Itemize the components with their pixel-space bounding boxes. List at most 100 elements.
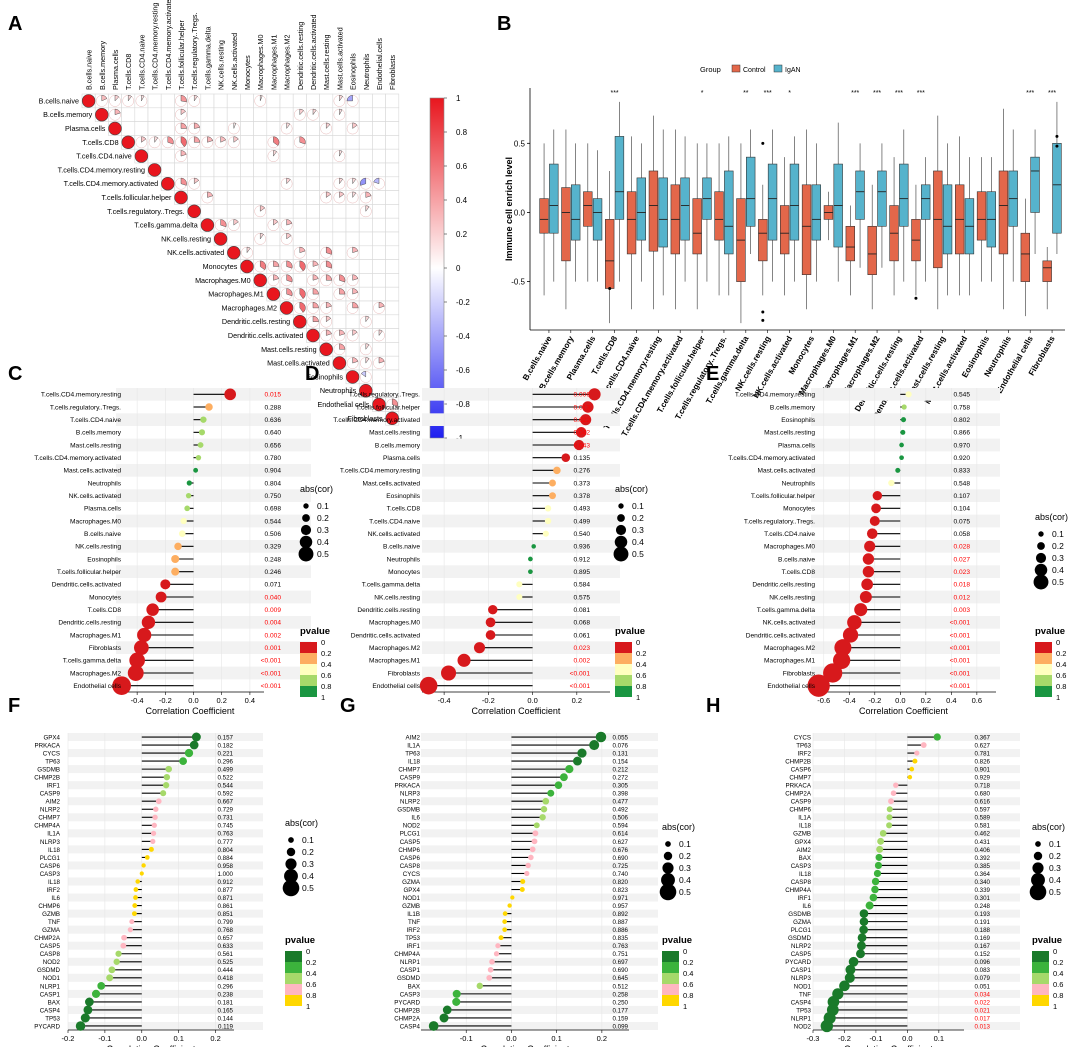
pvalue-text: 0.418: [218, 975, 234, 982]
row-stripe: [422, 413, 620, 426]
row-label: Mast.cells.resting: [369, 430, 420, 437]
outlier-point: [761, 318, 765, 322]
corr-pie: [352, 302, 359, 309]
corr-pie: [346, 95, 353, 102]
lollipop-dot: [859, 909, 869, 918]
matrix-cell: [292, 162, 307, 178]
pvalue-text: 0.340: [975, 879, 991, 886]
lollipop-dot: [532, 830, 539, 837]
x-tick-label: 0.2: [216, 696, 226, 705]
row-label: CASP8: [40, 951, 61, 958]
lollipop-dot: [912, 758, 918, 764]
pvalue-text: 0.305: [613, 783, 629, 790]
lollipop-dot: [485, 617, 496, 628]
row-stripe: [421, 1021, 658, 1030]
matrix-cell: [385, 231, 400, 247]
pvalue-text: <0.001: [261, 683, 282, 690]
row-label: Macrophages.M2: [764, 645, 815, 652]
legend-label: IgAN: [785, 67, 801, 74]
corr-pie: [325, 329, 332, 336]
row-label: CHMP4A: [34, 823, 61, 830]
lollipop-dot: [155, 591, 167, 603]
corr-pie: [365, 191, 372, 198]
matrix-cell: [226, 204, 241, 219]
size-legend-label: 0.2: [302, 847, 314, 857]
pvalue-text: 0.616: [975, 799, 991, 806]
pvalue-text: 0.385: [975, 863, 991, 870]
pvalue-text: 0.367: [975, 734, 991, 741]
pvalue-text: 0.656: [264, 442, 281, 449]
pvalue-text: 0.001: [264, 645, 281, 652]
lollipop-dot: [171, 554, 180, 564]
row-label: PYCARD: [34, 1023, 60, 1030]
panel-f-lollipop: -0.2 -0.1 0.0 0.1 0.2 Correlation Coefficient…: [34, 732, 318, 1047]
row-stripe: [422, 489, 620, 502]
matrix-cell: [253, 121, 268, 136]
outlier-point: [914, 296, 918, 300]
matrix-cell: [253, 148, 268, 164]
row-label: Macrophages.M2: [70, 670, 121, 677]
row-label: IL1A: [798, 815, 812, 822]
matrix-cell: [385, 148, 400, 164]
row-stripe: [421, 973, 658, 982]
matrix-cell: [306, 231, 320, 247]
pvalue-text: 0.861: [218, 903, 234, 910]
pvalue-text: 0.522: [218, 775, 234, 782]
row-stripe: [421, 925, 658, 934]
pvalue-text: 0.758: [953, 404, 970, 411]
pvalue-text: 0.887: [613, 919, 629, 926]
pvalue-legend-swatch: [1032, 995, 1049, 1006]
matrix-cell: [226, 107, 241, 122]
corr-pie: [339, 343, 346, 350]
pvalue-text: 0.167: [975, 943, 991, 950]
diagonal-pie: [279, 301, 294, 315]
corr-pie: [312, 315, 319, 322]
row-label: T.cells.regulatory..Tregs.: [744, 518, 815, 525]
corr-pie: [207, 136, 214, 143]
corr-pie: [273, 219, 279, 226]
pvalue-text: 0.540: [573, 531, 590, 538]
row-stripe: [68, 829, 263, 838]
pvalue-text: 0.633: [218, 943, 234, 950]
size-legend-dot: [282, 879, 300, 897]
row-label: BAX: [48, 999, 60, 1006]
row-label: Dendritic.cells.activated: [746, 632, 816, 639]
pvalue-text: 0.525: [218, 959, 234, 966]
corr-pie: [325, 315, 332, 323]
row-label: IRF1: [798, 895, 812, 902]
matrix-cell: [385, 259, 400, 274]
pvalue-text: 0.392: [975, 855, 991, 862]
pvalue-text: 0.068: [573, 620, 590, 627]
row-label: NK.cells.resting: [769, 594, 815, 601]
panel-letter-f: F: [8, 695, 20, 717]
lollipop-dot: [457, 653, 471, 667]
pvalue-legend-label: 0.8: [1056, 682, 1066, 691]
x-axis-label: Correlation Coefficient: [146, 706, 235, 716]
matrix-cell: [385, 217, 400, 233]
x-tick-label: 0.2: [597, 1034, 607, 1043]
matrix-row-label: Macrophages.M2: [221, 303, 277, 312]
matrix-cell: [213, 162, 228, 178]
lollipop-dot: [549, 492, 556, 500]
matrix-row-label: Macrophages.M0: [195, 276, 251, 285]
lollipop-dot: [531, 838, 538, 845]
matrix-cell: [358, 121, 373, 136]
row-stripe: [813, 813, 1020, 822]
control-box: [1020, 232, 1030, 282]
size-legend-dot: [663, 851, 673, 861]
x-tick-label: -0.1: [98, 1034, 111, 1043]
matrix-cell: [358, 231, 373, 247]
pvalue-text: 0.581: [975, 823, 991, 830]
pvalue-text: 0.506: [613, 815, 629, 822]
x-tick-label: -0.1: [460, 1034, 473, 1043]
panel-d-lollipop: -0.4 -0.2 0.0 0.2 Correlation Coefficient T.c…: [333, 388, 648, 716]
diagonal-pie: [385, 411, 399, 425]
row-label: Macrophages.M1: [764, 658, 815, 665]
row-label: PRKACA: [35, 742, 61, 749]
matrix-cell: [174, 162, 188, 178]
matrix-cell: [372, 217, 386, 233]
matrix-cell: [306, 93, 320, 109]
lollipop-dot: [488, 604, 498, 615]
row-label: Macrophages.M0: [70, 518, 121, 525]
row-label: GZMB: [42, 911, 60, 918]
